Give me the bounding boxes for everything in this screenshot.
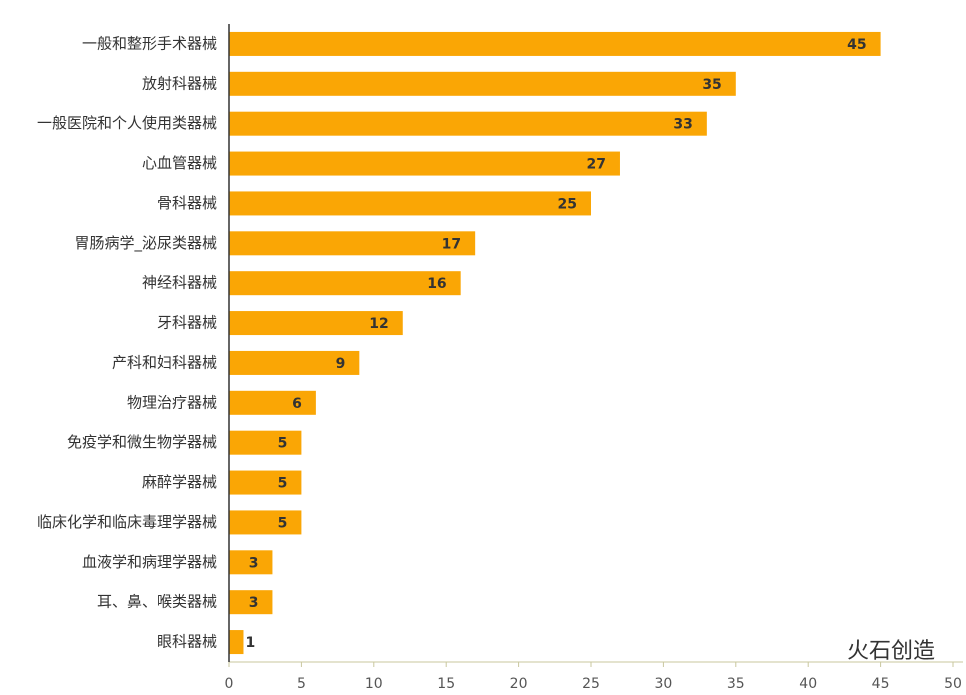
value-label: 25 [558, 196, 577, 212]
bar [229, 151, 620, 176]
y-tick-label: 神经科器械 [142, 274, 217, 292]
bar [229, 271, 461, 296]
bar [229, 231, 476, 256]
x-tick-label: 10 [365, 676, 383, 692]
watermark: 火石创造 [847, 639, 935, 664]
value-label: 5 [278, 436, 288, 452]
value-label: 27 [586, 157, 605, 173]
y-tick-label: 放射科器械 [142, 74, 217, 92]
bar [229, 390, 316, 415]
bar [229, 470, 302, 495]
value-label: 35 [702, 77, 721, 93]
y-tick-label: 血液学和病理学器械 [82, 553, 217, 571]
y-tick-label: 眼科器械 [157, 633, 217, 651]
bar [229, 430, 302, 455]
x-tick-label: 30 [654, 676, 672, 692]
value-label: 3 [249, 555, 259, 571]
bar [229, 311, 403, 336]
x-tick-label: 5 [297, 676, 306, 692]
bar [229, 510, 302, 535]
y-tick-label: 骨科器械 [157, 194, 217, 212]
value-label: 6 [292, 396, 302, 412]
y-tick-label: 产科和妇科器械 [112, 353, 217, 371]
bar [229, 191, 591, 216]
x-tick-label: 40 [799, 676, 817, 692]
y-tick-label: 麻醉学器械 [142, 473, 217, 491]
value-label: 5 [278, 515, 288, 531]
y-tick-label: 牙科器械 [157, 314, 217, 332]
y-tick-label: 胃肠病学_泌尿类器械 [74, 234, 217, 253]
value-label: 1 [245, 635, 255, 651]
value-label: 12 [369, 316, 388, 332]
value-label: 9 [336, 356, 346, 372]
y-tick-label: 一般和整形手术器械 [82, 34, 217, 52]
y-tick-label: 临床化学和临床毒理学器械 [37, 513, 217, 531]
x-tick-label: 35 [727, 676, 745, 692]
x-tick-label: 25 [582, 676, 600, 692]
x-tick-label: 50 [944, 676, 962, 692]
bar [229, 71, 736, 96]
value-label: 33 [673, 117, 692, 133]
bar [229, 630, 244, 655]
bar [229, 31, 881, 56]
bar [229, 350, 360, 375]
x-tick-label: 0 [225, 676, 234, 692]
bar [229, 111, 707, 136]
value-label: 3 [249, 595, 259, 611]
bar [229, 550, 273, 575]
value-label: 16 [427, 276, 446, 292]
x-tick-label: 45 [872, 676, 890, 692]
y-tick-label: 物理治疗器械 [127, 393, 217, 411]
y-tick-label: 耳、鼻、喉类器械 [97, 593, 217, 611]
value-label: 5 [278, 476, 288, 492]
value-label: 45 [847, 37, 866, 53]
x-tick-label: 20 [510, 676, 528, 692]
y-tick-label: 心血管器械 [142, 154, 217, 172]
value-label: 17 [442, 236, 461, 252]
x-tick-label: 15 [437, 676, 455, 692]
y-tick-label: 一般医院和个人使用类器械 [37, 114, 217, 132]
y-tick-label: 免疫学和微生物学器械 [67, 433, 217, 451]
bar [229, 590, 273, 615]
